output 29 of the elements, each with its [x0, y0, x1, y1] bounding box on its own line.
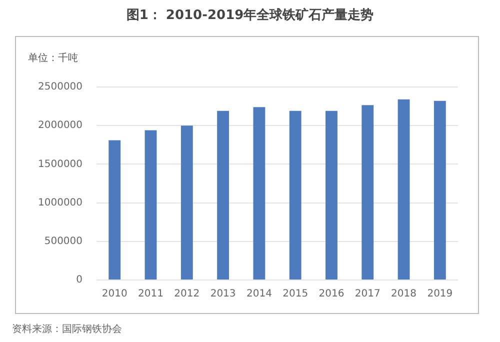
y-tick-label: 2000000 — [38, 120, 83, 132]
bar — [434, 100, 446, 280]
bar — [326, 110, 338, 280]
x-tick-label: 2014 — [246, 288, 272, 300]
x-tick-label: 2016 — [318, 288, 344, 300]
x-tick-label: 2011 — [138, 288, 164, 300]
bar — [144, 130, 157, 280]
x-tick-label: 2010 — [102, 288, 128, 300]
text: 资料来源：国际钢铁协会 — [12, 322, 122, 336]
bar — [289, 110, 302, 280]
bar — [217, 110, 230, 280]
x-tick-label: 2017 — [354, 288, 380, 300]
bar — [108, 140, 121, 280]
y-tick-label: 500000 — [44, 236, 83, 247]
x-tick-label: 2012 — [174, 288, 200, 300]
bar — [253, 107, 266, 280]
y-axis-title: 单位：千吨 — [28, 52, 78, 65]
y-tick-label: 1500000 — [38, 158, 83, 170]
chart-title: 图1： 2010-2019年全球铁矿石产量走势 — [125, 6, 375, 24]
y-tick-label: 2500000 — [38, 82, 83, 93]
x-tick-label: 2013 — [210, 288, 236, 300]
y-tick-label: 0 — [76, 274, 83, 286]
bar — [180, 126, 193, 280]
x-tick-label: 2015 — [282, 288, 308, 300]
y-tick-label: 1000000 — [38, 197, 83, 208]
x-tick-label: 2018 — [391, 288, 417, 300]
bar — [362, 105, 374, 280]
bar — [398, 99, 410, 280]
x-tick-label: 2019 — [427, 288, 453, 300]
